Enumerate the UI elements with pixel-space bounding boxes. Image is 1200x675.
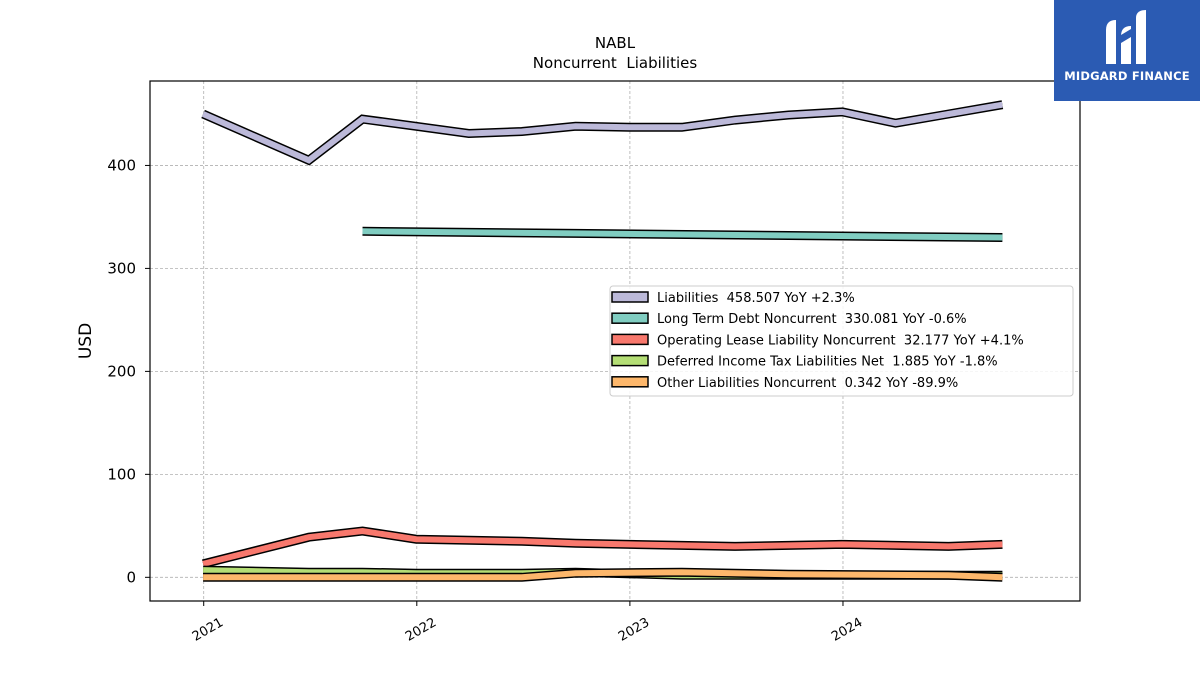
legend-swatch [611,376,649,388]
y-axis-label: USD [76,323,96,359]
x-tick-label: 2021 [190,615,226,645]
brand-logo: MIDGARD FINANCE [1054,0,1200,101]
legend-entry-label: Liabilities 458.507 YoY +2.3% [657,291,855,306]
legend-swatch [611,291,649,303]
plot-frame [149,80,1081,602]
legend-swatch [611,333,649,346]
series-lines [201,100,1004,582]
chart-subtitle: Noncurrent Liabilities [533,54,698,72]
legend-box [609,285,1074,397]
series-line-operating-lease-liability-noncurrent [202,527,1003,567]
y-tick-label: 0 [126,568,136,586]
legend-swatch [611,312,649,324]
x-tick-label: 2024 [829,615,865,645]
x-tick-label: 2022 [403,615,439,645]
y-tick-label: 100 [107,465,136,483]
series-line-long-term-debt-noncurrent [362,228,1003,241]
legend: Liabilities 458.507 YoY +2.3% Long Term D… [609,285,1074,397]
x-tick-label: 2023 [616,615,652,645]
legend-entry-label: Operating Lease Liability Noncurrent 32.… [657,333,1024,348]
logo-text: MIDGARD FINANCE [1064,69,1190,83]
y-tick-label: 400 [107,156,136,174]
series-line-other-liabilities-noncurrent [203,569,1003,581]
legend-entry-label: Other Liabilities Noncurrent 0.342 YoY -… [657,376,958,391]
y-tick-label: 200 [107,362,136,380]
midgard-m-logo-icon [1106,10,1146,64]
legend-swatch [611,354,649,367]
legend-entry-label: Deferred Income Tax Liabilities Net 1.88… [657,355,998,370]
series-line-liabilities [201,101,1003,164]
chart-title: NABL [595,34,636,52]
legend-entry-label: Long Term Debt Noncurrent 330.081 YoY -0… [657,312,967,327]
y-tick-label: 300 [107,259,136,277]
